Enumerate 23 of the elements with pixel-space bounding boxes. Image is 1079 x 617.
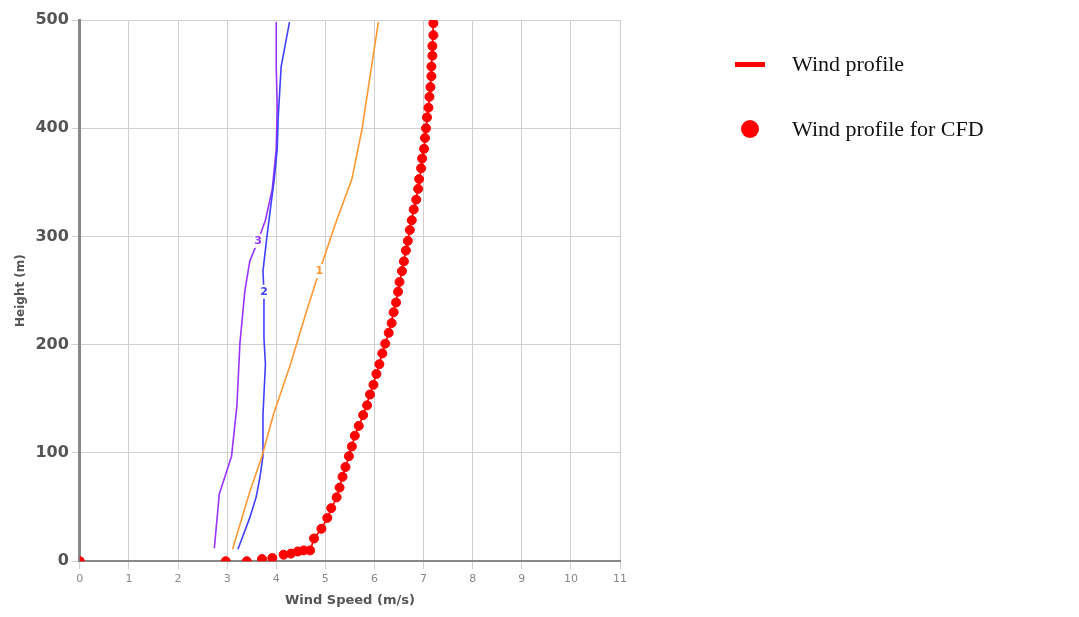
x-tick-label: 9 bbox=[518, 571, 526, 585]
y-tick-label: 0 bbox=[57, 550, 69, 570]
y-tick-label: 400 bbox=[35, 117, 69, 137]
x-tick-label: 6 bbox=[370, 571, 378, 585]
x-tick-label: 1 bbox=[125, 571, 133, 585]
x-tick-label: 11 bbox=[613, 571, 627, 585]
x-tick-label: 0 bbox=[76, 571, 84, 585]
x-tick-label: 8 bbox=[469, 571, 477, 585]
y-tick-label: 300 bbox=[35, 225, 69, 245]
y-tick-label: 500 bbox=[35, 9, 69, 29]
x-tick-label: 3 bbox=[223, 571, 231, 585]
x-axis-title: Wind Speed (m/s) bbox=[284, 591, 415, 607]
series-label: 1 bbox=[315, 263, 324, 277]
legend-label: Wind profile for CFD bbox=[792, 116, 984, 142]
x-tick-label: 10 bbox=[563, 571, 578, 585]
x-tick-label: 5 bbox=[321, 571, 329, 585]
x-tick-label: 4 bbox=[272, 571, 280, 585]
y-tick-label: 200 bbox=[35, 333, 69, 353]
y-tick-label: 100 bbox=[35, 442, 69, 462]
legend-label: Wind profile bbox=[792, 51, 905, 77]
x-tick-label: 7 bbox=[420, 571, 428, 585]
y-axis-title: Height (m) bbox=[13, 254, 28, 328]
x-tick-label: 2 bbox=[174, 571, 182, 585]
